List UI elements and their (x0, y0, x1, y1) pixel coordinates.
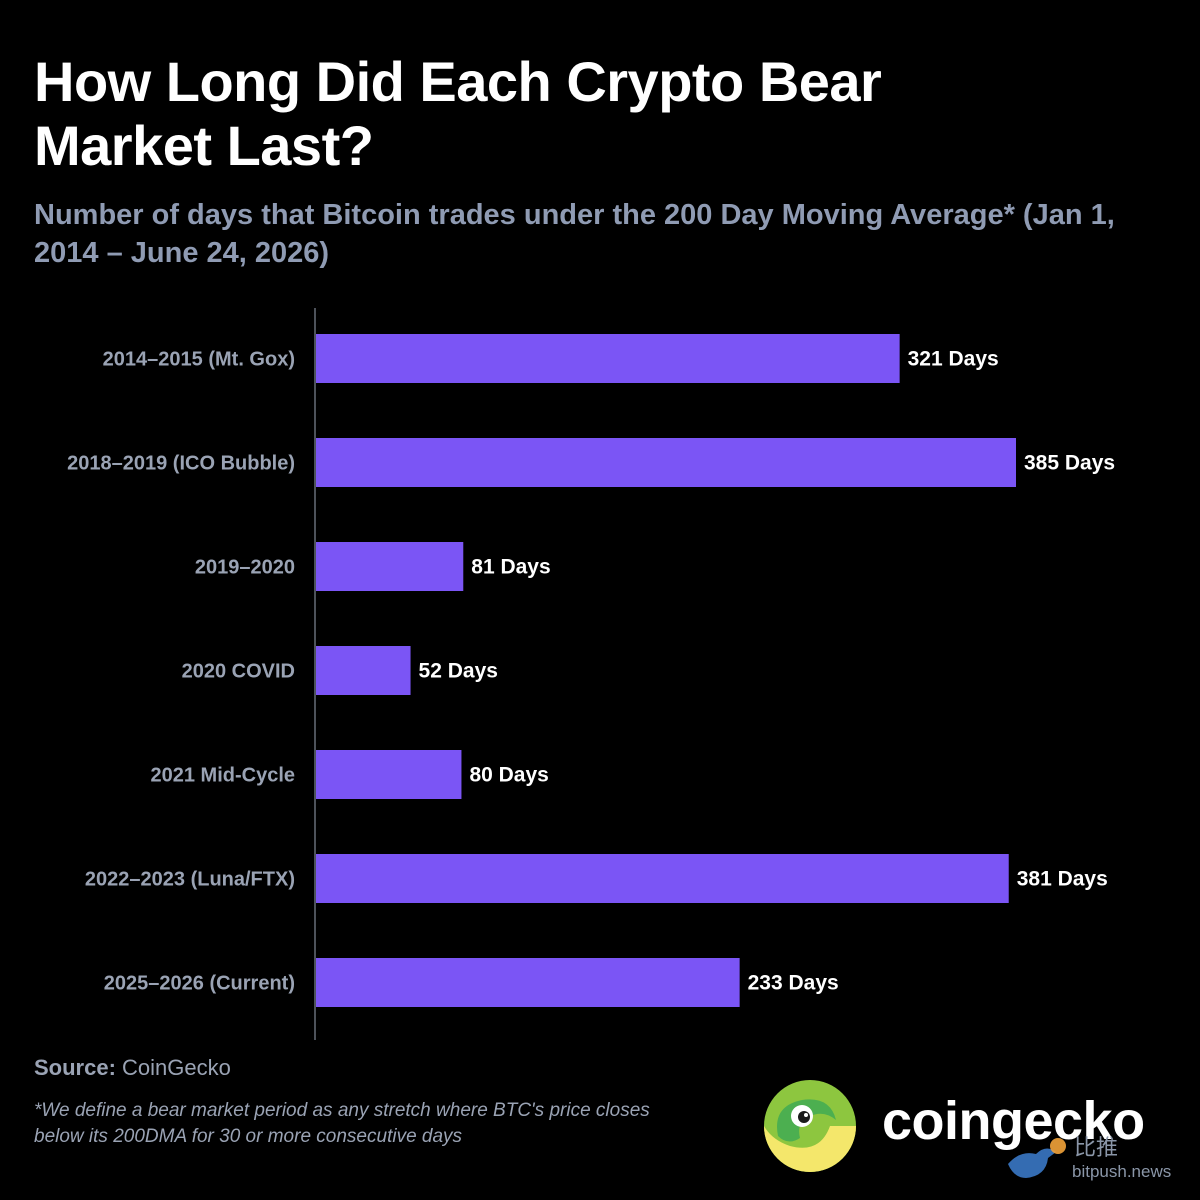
bar (316, 542, 464, 591)
value-label: 80 Days (469, 764, 548, 787)
category-label: 2014–2015 (Mt. Gox) (103, 349, 295, 371)
bar (316, 646, 411, 695)
value-label: 81 Days (471, 556, 550, 579)
bar (316, 854, 1009, 903)
category-label: 2021 Mid-Cycle (150, 765, 295, 787)
bar (316, 438, 1016, 487)
source-label: Source: (34, 1055, 116, 1080)
gecko-icon (764, 1080, 856, 1172)
source-line: Source: CoinGecko (34, 1055, 231, 1081)
source-value: CoinGecko (122, 1055, 231, 1080)
category-label: 2018–2019 (ICO Bubble) (67, 453, 295, 475)
category-label: 2025–2026 (Current) (104, 973, 295, 995)
bar (316, 750, 462, 799)
category-label: 2020 COVID (182, 661, 295, 683)
value-label: 321 Days (908, 348, 999, 371)
bird-icon (1008, 1138, 1066, 1178)
watermark-url: bitpush.news (1072, 1162, 1172, 1181)
watermark-cn: 比推 (1074, 1136, 1119, 1161)
bar-chart: 2014–2015 (Mt. Gox) 321 Days 2018–2019 (IC… (67, 308, 1115, 1040)
value-label: 385 Days (1024, 452, 1115, 475)
bar (316, 334, 900, 383)
footnote: *We define a bear market period as any s… (34, 1100, 650, 1147)
value-label: 233 Days (748, 972, 839, 995)
bar (316, 958, 740, 1007)
chart-title: How Long Did Each Crypto Bear Market Las… (34, 50, 882, 177)
value-label: 381 Days (1017, 868, 1108, 891)
logo-text: coingecko (882, 1091, 1145, 1151)
coingecko-logo: coingecko (760, 1076, 1180, 1176)
category-label: 2022–2023 (Luna/FTX) (85, 869, 295, 891)
category-label: 2019–2020 (195, 557, 295, 579)
chart-subtitle: Number of days that Bitcoin trades under… (34, 199, 1115, 269)
value-label: 52 Days (419, 660, 498, 683)
